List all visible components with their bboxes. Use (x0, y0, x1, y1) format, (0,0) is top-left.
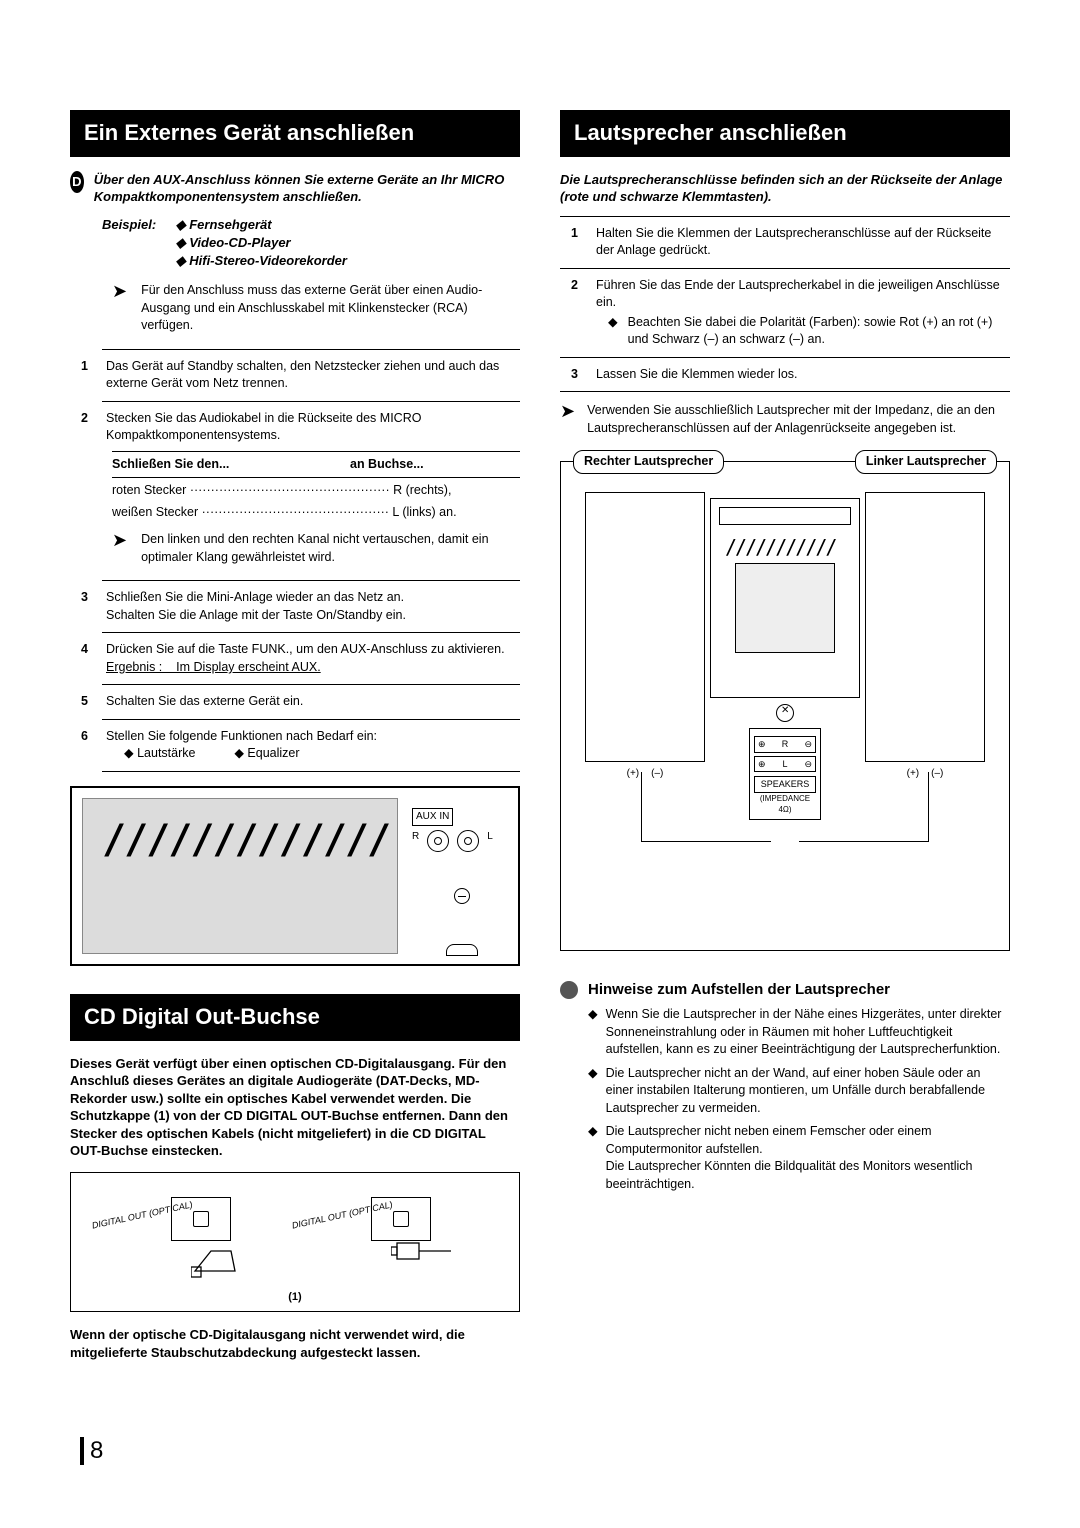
example-item: Fernsehgerät (176, 216, 347, 234)
section-heading-speaker: Lautsprecher anschließen (560, 110, 1010, 157)
table-row: roten Stecker ··························… (112, 478, 520, 500)
step-2: Stecken Sie das Audiokabel in die Rückse… (106, 410, 520, 445)
speaker-terminal-icon: ✕ ⊕R⊖ ⊕L⊖ SPEAKERS (IMPEDANCE 4Ω) (749, 704, 821, 820)
foot-icon (446, 944, 478, 956)
example-item: Video-CD-Player (176, 234, 347, 252)
aux-figure: ///////////// AUX IN R L (70, 786, 520, 966)
speaker-box-icon: (+)(–) (585, 492, 705, 762)
note-text: Für den Anschluss muss das externe Gerät… (141, 282, 520, 335)
intro-text: Über den AUX-Anschluss können Sie extern… (94, 171, 520, 206)
step-1: Das Gerät auf Standby schalten, den Netz… (106, 358, 520, 393)
table-header: an Buchse... (350, 456, 520, 474)
page-number: 8 (80, 1434, 103, 1468)
example-item: Hifi-Stereo-Videorekorder (176, 252, 347, 270)
rca-jack-icon (427, 830, 449, 852)
hints-heading: Hinweise zum Aufstellen der Lautsprecher (560, 979, 1010, 1000)
speaker-box-icon: (+)(–) (865, 492, 985, 762)
right-speaker-label: Rechter Lautsprecher (573, 450, 724, 474)
optical-jack-icon (171, 1197, 231, 1241)
example-row: Beispiel: Fernsehgerät Video-CD-Player H… (102, 216, 520, 271)
bullet-dot-icon (560, 981, 578, 999)
figure-marker: (1) (288, 1290, 301, 1305)
connector-table: Schließen Sie den... an Buchse... roten … (112, 451, 520, 522)
section-heading-cdout: CD Digital Out-Buchse (70, 994, 520, 1041)
channel-note: Den linken und den rechten Kanal nicht v… (141, 531, 520, 566)
rstep-3: Lassen Sie die Klemmen wieder los. (596, 366, 1010, 384)
arrow-icon: ➤ (112, 282, 127, 335)
rstep-2: Führen Sie das Ende der Lautsprecherkabe… (596, 277, 1010, 349)
digital-out-figure: DIGITAL OUT (OPTICAL) DIGITAL OUT (OPTIC… (70, 1172, 520, 1312)
rca-jack-icon (457, 830, 479, 852)
left-column: Ein Externes Gerät anschließen D Über de… (70, 110, 520, 1373)
rstep-1: Halten Sie die Klemmen der Lautsprechera… (596, 225, 1010, 260)
arrow-note: ➤ Für den Anschluss muss das externe Ger… (112, 282, 520, 335)
cdout-paragraph-2: Wenn der optische CD-Digitalausgang nich… (70, 1326, 520, 1361)
language-badge-d: D (70, 171, 84, 193)
optical-plug-icon (391, 1233, 461, 1269)
step-6: Stellen Sie folgende Funktionen nach Bed… (106, 728, 520, 763)
cdout-paragraph: Dieses Gerät verfügt über einen optische… (70, 1055, 520, 1160)
central-unit-icon: /////////// (710, 498, 860, 698)
arrow-icon: ➤ (560, 402, 575, 437)
dust-cap-icon (191, 1243, 261, 1279)
step-5: Schalten Sie das externe Gerät ein. (106, 693, 520, 711)
aux-in-label: AUX IN (412, 808, 453, 826)
screw-icon (454, 888, 470, 904)
table-header: Schließen Sie den... (112, 456, 350, 474)
right-column: Lautsprecher anschließen Die Lautspreche… (560, 110, 1010, 1373)
hints-list: Wenn Sie die Lautsprecher in der Nähe ei… (588, 1006, 1010, 1193)
left-speaker-label: Linker Lautsprecher (855, 450, 997, 474)
speaker-intro: Die Lautsprecheranschlüsse befinden sich… (560, 171, 1010, 206)
step-4: Drücken Sie auf die Taste FUNK., um den … (106, 641, 520, 676)
step-3: Schließen Sie die Mini-Anlage wieder an … (106, 589, 520, 624)
example-label: Beispiel: (102, 216, 172, 234)
speaker-figure: Rechter Lautsprecher Linker Lautsprecher… (560, 461, 1010, 951)
section-heading-extern: Ein Externes Gerät anschließen (70, 110, 520, 157)
impedance-note: ➤ Verwenden Sie ausschließlich Lautsprec… (560, 402, 1010, 437)
arrow-icon: ➤ (112, 531, 127, 566)
table-row: weißen Stecker ·························… (112, 500, 520, 522)
